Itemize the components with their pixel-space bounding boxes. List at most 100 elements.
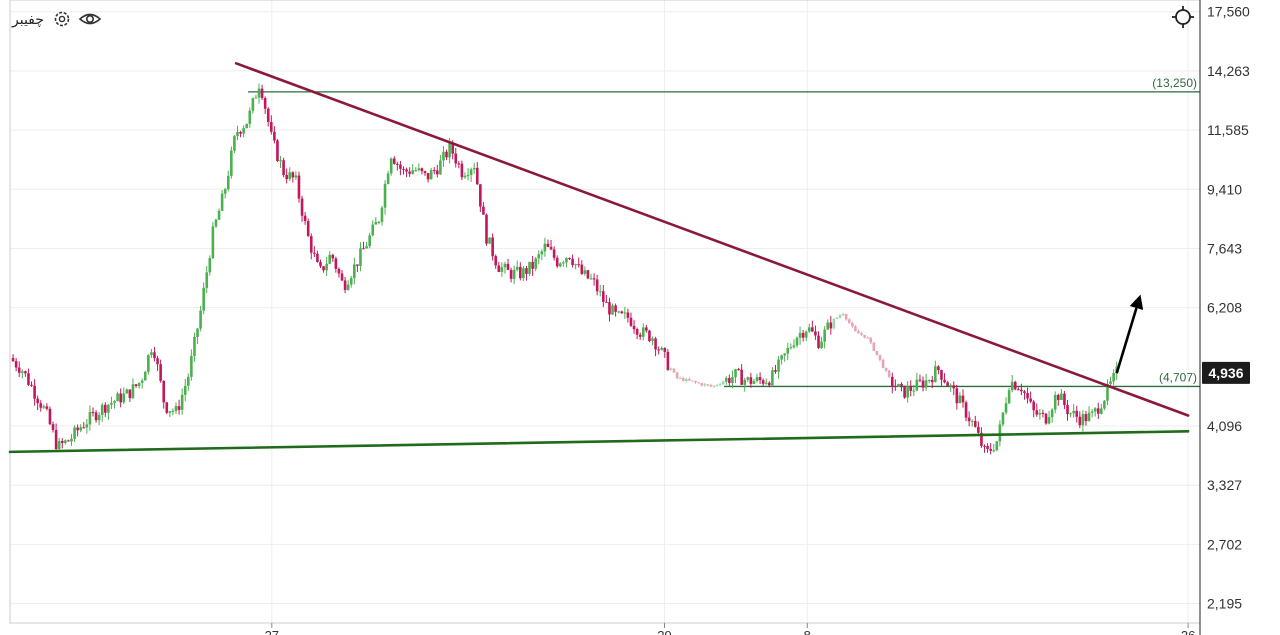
candle-body bbox=[983, 445, 986, 447]
arrow-head[interactable] bbox=[1129, 294, 1144, 311]
candle-body bbox=[1078, 416, 1082, 426]
candle-body bbox=[343, 280, 347, 290]
price-axis[interactable]: 17,560 14,263 11,585 9,410 7,643 6,208 4,096 3,… bbox=[1207, 4, 1250, 612]
candle-body bbox=[660, 347, 664, 350]
y-tick-label: 9,410 bbox=[1207, 181, 1242, 197]
candle-body bbox=[165, 402, 169, 413]
candle-body bbox=[737, 369, 740, 371]
annotation-arrow[interactable] bbox=[1115, 294, 1144, 374]
candle-body bbox=[214, 219, 218, 227]
y-tick-label: 2,702 bbox=[1207, 536, 1242, 552]
time-axis[interactable]: 27 29 8 26 bbox=[265, 623, 1196, 635]
candle-body bbox=[921, 380, 925, 388]
candle-body bbox=[411, 170, 415, 174]
candle-body bbox=[1075, 410, 1079, 417]
candle-body bbox=[832, 318, 836, 329]
candle-body bbox=[528, 261, 531, 274]
candle-body bbox=[429, 170, 433, 180]
candle-body bbox=[574, 264, 577, 266]
candle-body bbox=[91, 411, 95, 413]
candle-body bbox=[248, 110, 252, 124]
candle-body bbox=[641, 327, 645, 337]
candle-body bbox=[300, 198, 304, 216]
candle-body bbox=[54, 430, 58, 450]
candle-body bbox=[1084, 414, 1088, 422]
grid bbox=[10, 0, 1200, 623]
candle-body bbox=[844, 314, 848, 320]
gear-icon[interactable] bbox=[54, 11, 70, 27]
candle-body bbox=[57, 440, 61, 450]
candle-body bbox=[119, 393, 122, 403]
candle-body bbox=[669, 368, 673, 370]
candle-body bbox=[774, 370, 777, 372]
candle-body bbox=[989, 448, 992, 451]
candle-body bbox=[617, 311, 620, 313]
candle-body bbox=[239, 131, 242, 134]
eye-icon[interactable] bbox=[78, 13, 102, 25]
candle-body bbox=[190, 355, 193, 377]
candle-body bbox=[598, 291, 602, 293]
candle-body bbox=[328, 254, 332, 264]
candle-body bbox=[897, 383, 900, 387]
candle-body bbox=[263, 97, 267, 109]
candle-body bbox=[1109, 381, 1112, 385]
candle-body bbox=[1103, 400, 1106, 409]
candle-body bbox=[847, 319, 851, 323]
candle-body bbox=[565, 258, 568, 263]
candle-body bbox=[276, 140, 279, 162]
support-trendline[interactable] bbox=[8, 430, 1190, 454]
candle-body bbox=[549, 246, 553, 250]
candle-body bbox=[881, 359, 885, 368]
candle-body bbox=[402, 168, 405, 170]
candle-body bbox=[946, 382, 949, 387]
candle-body bbox=[804, 331, 808, 338]
candle-body bbox=[1001, 412, 1005, 425]
candle-body bbox=[638, 334, 642, 337]
x-tick-label: 26 bbox=[1181, 628, 1195, 635]
level-label: (13,250) bbox=[1152, 76, 1197, 90]
candle-body bbox=[79, 427, 83, 431]
candle-body bbox=[116, 393, 119, 402]
candle-body bbox=[568, 258, 571, 260]
candle-body bbox=[826, 322, 830, 330]
candle-body bbox=[657, 349, 660, 351]
symbol-name[interactable]: چفیبر bbox=[11, 12, 44, 28]
candle-body bbox=[712, 385, 716, 387]
y-tick-label: 14,263 bbox=[1207, 63, 1250, 79]
candle-body bbox=[869, 337, 873, 343]
resistance-trendline[interactable] bbox=[234, 62, 1190, 417]
candle-body bbox=[611, 305, 614, 315]
horizontal-levels[interactable]: (13,250) (4,707) bbox=[248, 76, 1200, 388]
candle-body bbox=[223, 189, 227, 194]
x-tick-label: 8 bbox=[804, 628, 811, 635]
candle-body bbox=[691, 380, 694, 382]
candle-body bbox=[595, 279, 599, 292]
candle-body bbox=[1060, 393, 1063, 401]
candle-body bbox=[678, 377, 682, 379]
candle-body bbox=[688, 378, 691, 381]
candle-body bbox=[389, 158, 393, 174]
candle-body bbox=[555, 257, 559, 267]
crosshair-icon[interactable] bbox=[1172, 6, 1194, 28]
trendlines[interactable] bbox=[8, 62, 1190, 454]
arrow-shaft[interactable] bbox=[1115, 307, 1138, 374]
candle-body bbox=[780, 355, 783, 360]
candle-body bbox=[1050, 409, 1054, 418]
candle-body bbox=[654, 338, 657, 350]
candle-body bbox=[64, 440, 67, 444]
candle-body bbox=[1069, 413, 1072, 415]
candle-body bbox=[927, 379, 931, 381]
candle-body bbox=[48, 408, 52, 425]
candle-body bbox=[11, 358, 15, 362]
candle-body bbox=[460, 163, 464, 178]
candle-body bbox=[878, 354, 882, 360]
candle-body bbox=[417, 168, 421, 171]
candle-body bbox=[509, 269, 513, 279]
candle-body bbox=[405, 169, 408, 172]
candle-body bbox=[137, 382, 141, 386]
candle-body bbox=[1017, 389, 1020, 391]
candle-body bbox=[423, 171, 427, 174]
candle-body bbox=[715, 385, 719, 387]
candle-body bbox=[605, 301, 608, 303]
